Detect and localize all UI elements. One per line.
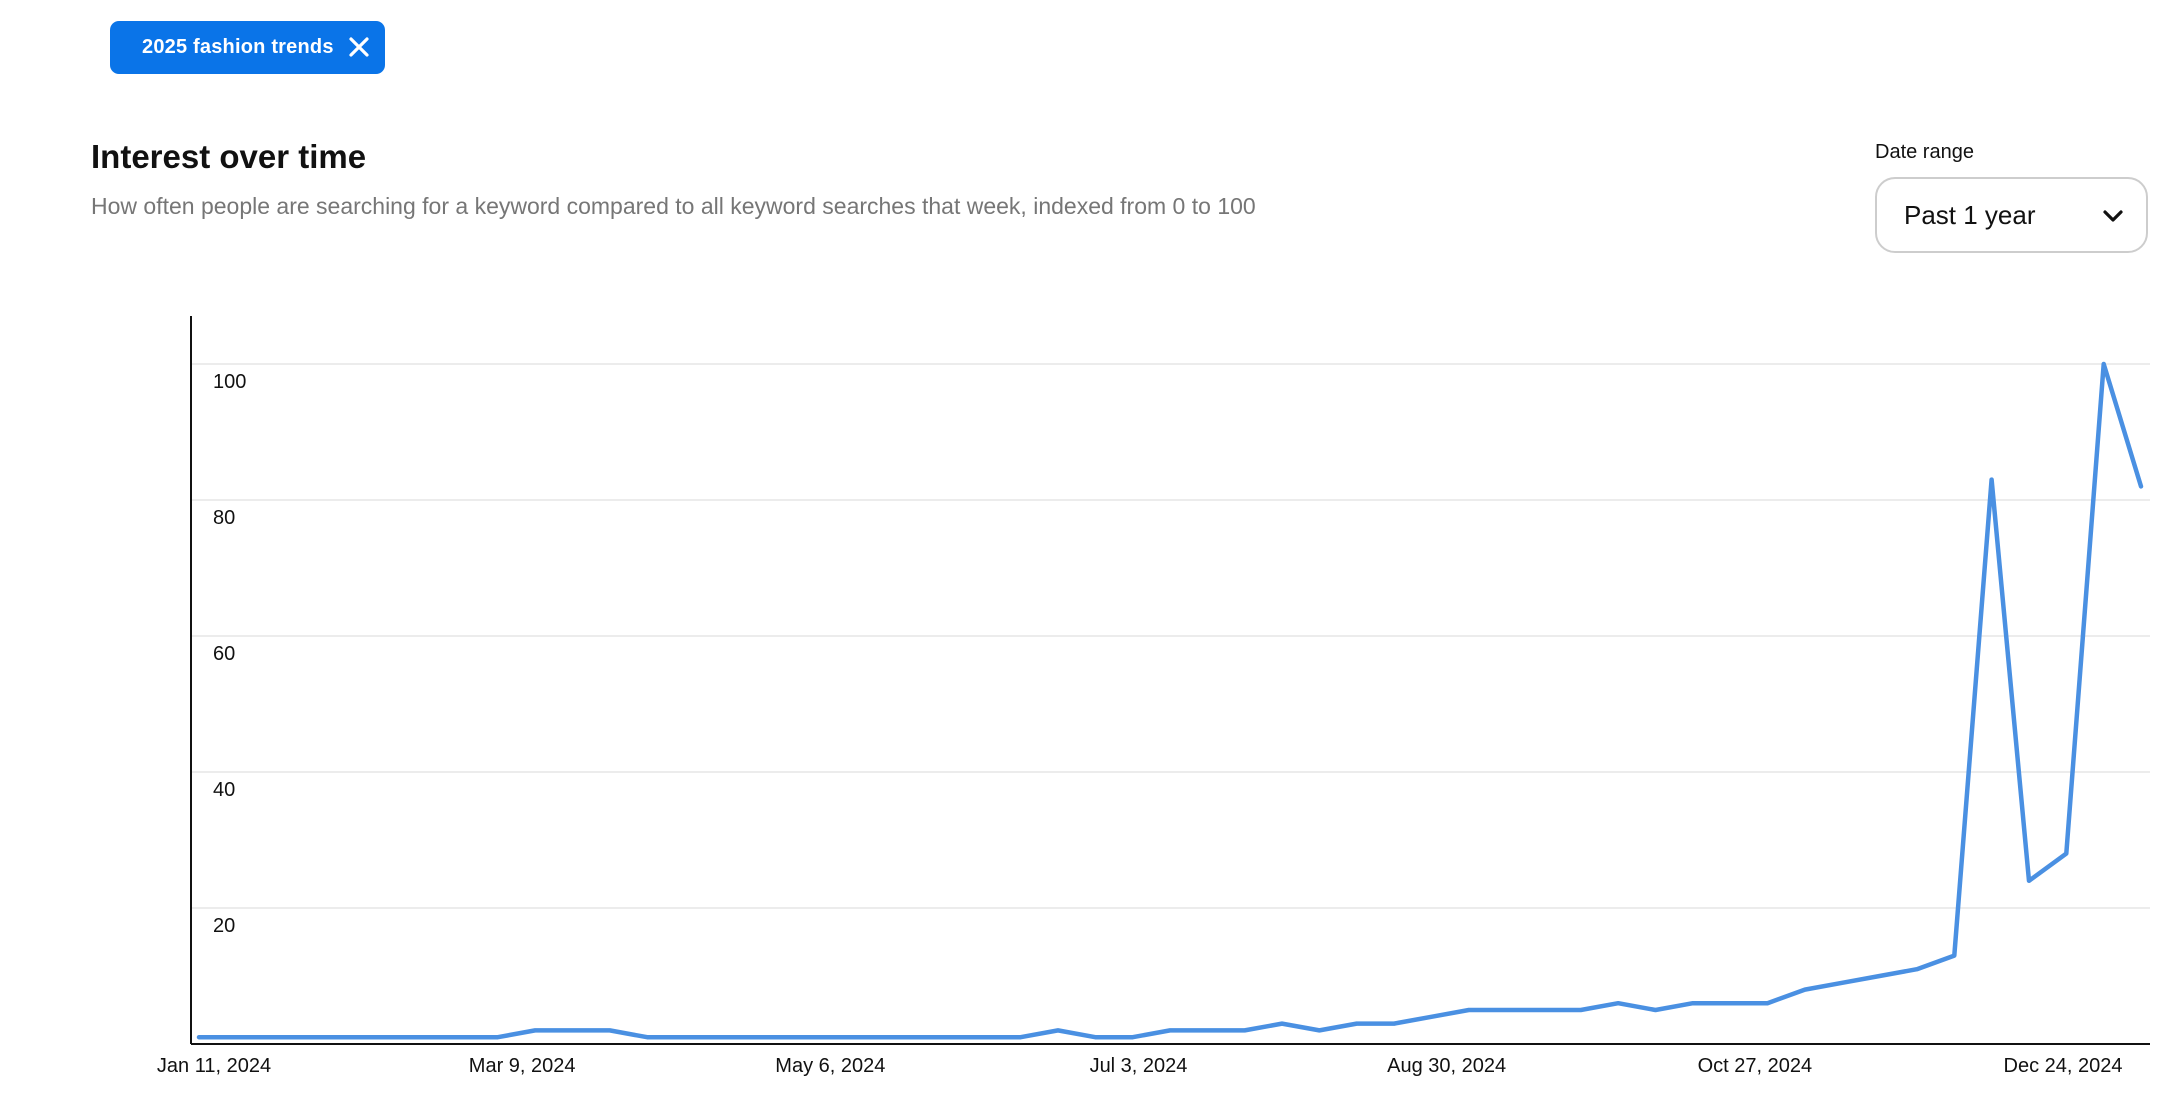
y-tick-label: 40 (213, 779, 235, 801)
x-tick-label: Jan 11, 2024 (157, 1055, 271, 1077)
x-tick-label: Mar 9, 2024 (469, 1055, 576, 1077)
date-range-dropdown[interactable]: Past 1 year (1875, 177, 2148, 253)
chevron-down-icon (2103, 210, 2123, 222)
chart-subtitle: How often people are searching for a key… (91, 193, 1256, 219)
y-tick-label: 20 (213, 915, 235, 937)
x-tick-label: Oct 27, 2024 (1698, 1055, 1813, 1077)
keyword-chip-label: 2025 fashion trends (142, 36, 334, 58)
x-tick-label: Aug 30, 2024 (1387, 1055, 1506, 1077)
series-line (196, 361, 2144, 1040)
x-tick-label: Dec 24, 2024 (2004, 1055, 2123, 1077)
y-tick-label: 100 (213, 371, 246, 393)
keyword-chip[interactable]: 2025 fashion trends (110, 21, 385, 74)
y-tick-label: 80 (213, 507, 235, 529)
x-tick-label: May 6, 2024 (775, 1055, 885, 1077)
date-range-label: Date range (1875, 141, 1974, 163)
chart-title: Interest over time (91, 138, 367, 175)
date-range-value: Past 1 year (1904, 199, 2036, 230)
y-tick-label: 60 (213, 643, 235, 665)
x-tick-label: Jul 3, 2024 (1090, 1055, 1188, 1077)
close-icon[interactable] (346, 34, 372, 60)
